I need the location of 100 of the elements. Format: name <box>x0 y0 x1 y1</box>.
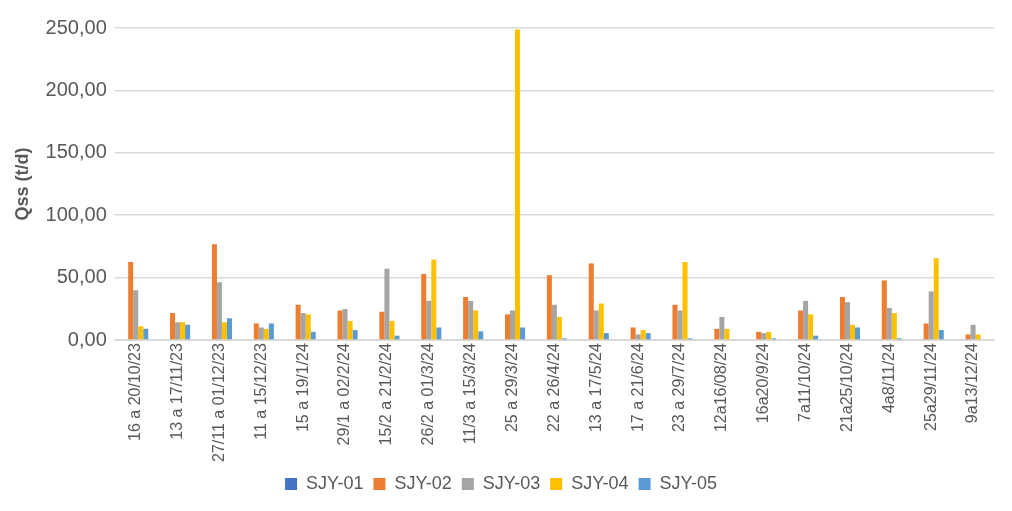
bar <box>593 310 599 340</box>
legend-label: SJY-02 <box>394 472 452 493</box>
bar <box>463 297 469 340</box>
bar <box>185 324 191 340</box>
bar <box>468 300 474 340</box>
y-tick-label: 50,00 <box>56 265 107 288</box>
bar <box>379 311 385 340</box>
bar <box>258 327 264 340</box>
bar <box>855 327 861 340</box>
bar <box>677 310 683 340</box>
bar <box>682 262 688 340</box>
bar <box>551 304 557 340</box>
bar <box>175 322 181 340</box>
x-tick-label: 4a8/11/24 <box>879 342 897 414</box>
bar <box>719 316 725 340</box>
bar <box>216 282 222 340</box>
bar <box>431 259 437 340</box>
x-tick-label: 16 a 20/10/23 <box>126 342 144 441</box>
bar <box>808 314 814 340</box>
bar <box>975 334 981 340</box>
bar <box>603 333 609 340</box>
bar <box>180 322 186 340</box>
bar <box>923 323 929 340</box>
bar <box>635 334 641 340</box>
bar <box>128 262 134 340</box>
bar <box>965 334 971 340</box>
bar <box>305 314 311 340</box>
bar <box>268 323 274 340</box>
bar <box>844 302 850 340</box>
bar <box>352 330 358 340</box>
bar <box>724 328 730 340</box>
bar <box>384 268 390 340</box>
x-tick-label: 22 a 26/4/24 <box>544 342 562 433</box>
bar <box>263 328 269 340</box>
bar <box>766 331 772 340</box>
bar <box>426 300 432 340</box>
bar <box>588 263 594 340</box>
x-tick-label: 15/2 a 21/2/24 <box>377 342 395 446</box>
bar <box>881 280 887 340</box>
bar <box>515 29 521 340</box>
bar <box>221 322 227 340</box>
bar <box>630 327 636 340</box>
bar <box>170 313 176 340</box>
bar <box>389 320 395 340</box>
bar <box>761 333 767 340</box>
legend-label: SJY-05 <box>659 472 717 493</box>
x-tick-label: 29/1 a 02/2/24 <box>335 342 353 446</box>
bar <box>546 275 552 340</box>
legend-label: SJY-04 <box>571 472 629 493</box>
bar <box>928 291 934 340</box>
bar <box>556 316 562 340</box>
bar <box>640 330 646 340</box>
x-tick-label: 16a20/9/24 <box>754 342 772 424</box>
x-tick-label: 25 a 29/3/24 <box>502 342 520 433</box>
bar <box>337 310 343 340</box>
y-tick-label: 0,00 <box>67 327 107 350</box>
x-tick-label: 23 a 29/7/24 <box>670 342 688 433</box>
x-tick-label: 15 a 19/1/24 <box>293 342 311 433</box>
bar <box>473 310 479 340</box>
bar <box>933 258 939 340</box>
bar <box>938 330 944 340</box>
bar <box>839 297 845 340</box>
y-tick-label: 100,00 <box>45 202 107 225</box>
legend-label: SJY-01 <box>306 472 364 493</box>
bar <box>211 244 217 340</box>
bar <box>421 273 427 340</box>
x-tick-label: 25a29/11/24 <box>921 342 939 431</box>
bar <box>295 304 301 340</box>
bar <box>756 331 762 340</box>
x-tick-label: 7a11/10/24 <box>796 342 813 422</box>
bar <box>436 327 442 340</box>
bar <box>714 328 720 340</box>
x-tick-label: 21a25/10/24 <box>837 342 855 433</box>
y-tick-label: 200,00 <box>45 77 107 100</box>
bar <box>520 327 526 340</box>
bar <box>143 328 149 340</box>
bar <box>672 304 678 340</box>
x-tick-label: 9a13/12/24 <box>963 342 981 424</box>
bar <box>598 303 604 340</box>
x-tick-label: 27/11 a 01/12/23 <box>209 342 227 462</box>
bar <box>342 309 348 340</box>
bar <box>478 331 484 340</box>
y-axis-title: Qss (t/d) <box>11 147 32 221</box>
bar <box>310 331 316 340</box>
bar <box>803 300 809 340</box>
bar <box>300 313 306 340</box>
bar <box>891 313 897 340</box>
bar <box>347 320 353 340</box>
y-tick-label: 150,00 <box>45 140 107 163</box>
x-tick-label: 26/2 a 01/3/24 <box>419 342 437 446</box>
bar <box>970 324 976 340</box>
x-tick-label: 13 a 17/11/23 <box>167 342 185 440</box>
x-tick-label: 11/3 a 15/3/24 <box>461 342 479 445</box>
bar <box>849 324 855 340</box>
bar <box>504 314 511 340</box>
bar <box>138 326 144 340</box>
x-tick-label: 11 a 15/12/23 <box>251 342 269 440</box>
bar <box>510 310 516 340</box>
bar <box>886 307 892 340</box>
bar <box>798 310 804 340</box>
